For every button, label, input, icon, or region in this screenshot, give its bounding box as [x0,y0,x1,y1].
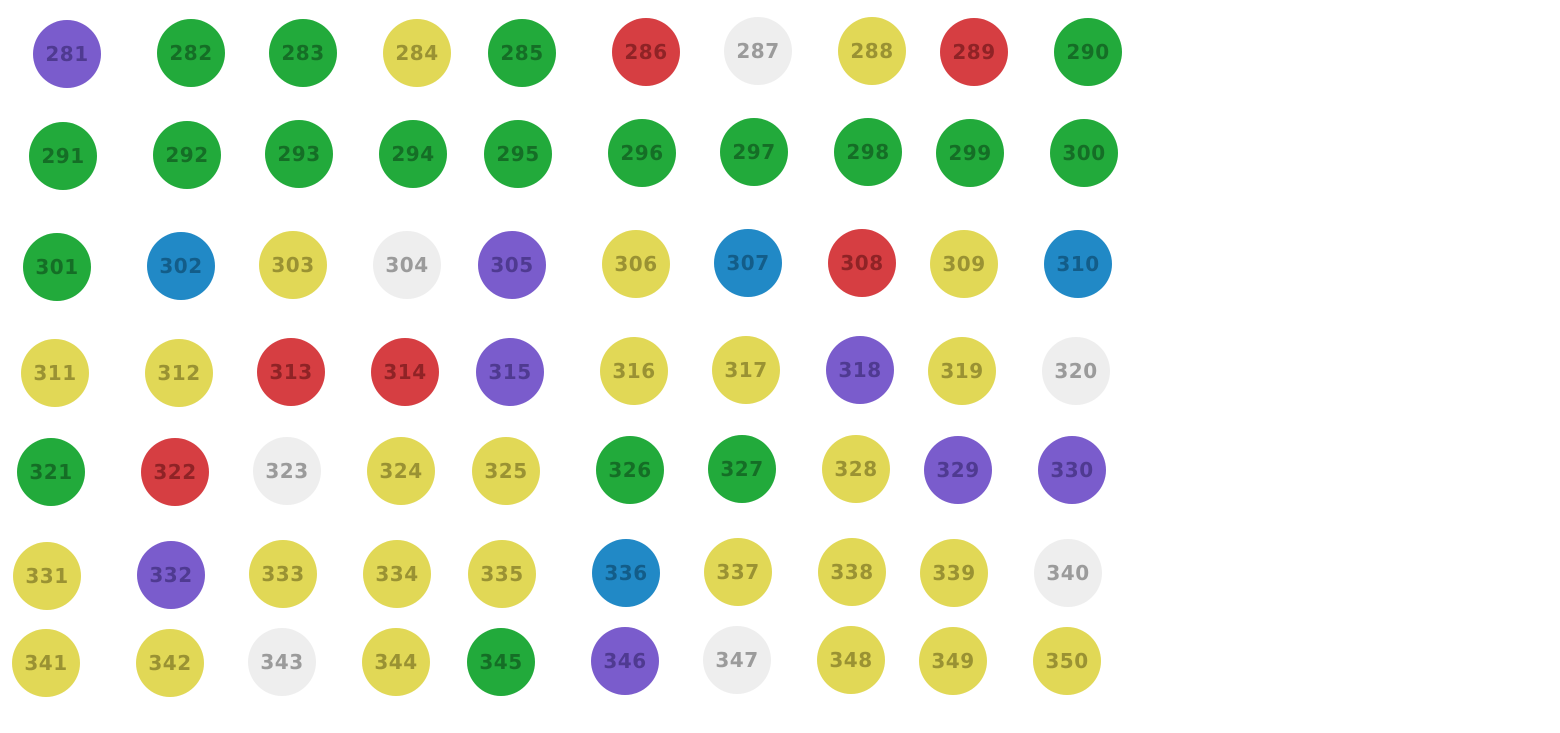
number-circle[interactable]: 290 [1054,18,1122,86]
number-circle[interactable]: 345 [467,628,535,696]
number-circle[interactable]: 307 [714,229,782,297]
number-circle[interactable]: 347 [703,626,771,694]
number-circle[interactable]: 297 [720,118,788,186]
number-circle[interactable]: 299 [936,119,1004,187]
number-circle[interactable]: 317 [712,336,780,404]
number-circle[interactable]: 349 [919,627,987,695]
number-circle[interactable]: 318 [826,336,894,404]
number-circle[interactable]: 319 [928,337,996,405]
number-circle[interactable]: 339 [920,539,988,607]
number-circle[interactable]: 336 [592,539,660,607]
number-circle[interactable]: 291 [29,122,97,190]
number-circle[interactable]: 333 [249,540,317,608]
number-circle[interactable]: 298 [834,118,902,186]
number-circle[interactable]: 340 [1034,539,1102,607]
number-circle[interactable]: 338 [818,538,886,606]
number-circle[interactable]: 341 [12,629,80,697]
number-circle[interactable]: 343 [248,628,316,696]
number-circle[interactable]: 314 [371,338,439,406]
number-circle[interactable]: 323 [253,437,321,505]
number-circle[interactable]: 284 [383,19,451,87]
number-circle[interactable]: 306 [602,230,670,298]
number-circle[interactable]: 328 [822,435,890,503]
number-circle[interactable]: 330 [1038,436,1106,504]
number-circle[interactable]: 289 [940,18,1008,86]
number-circle[interactable]: 286 [612,18,680,86]
number-circle[interactable]: 309 [930,230,998,298]
number-circle[interactable]: 326 [596,436,664,504]
number-circle[interactable]: 281 [33,20,101,88]
number-circle[interactable]: 285 [488,19,556,87]
number-circle[interactable]: 288 [838,17,906,85]
number-circle[interactable]: 334 [363,540,431,608]
number-circle[interactable]: 292 [153,121,221,189]
number-circle[interactable]: 296 [608,119,676,187]
number-circle[interactable]: 320 [1042,337,1110,405]
number-circle[interactable]: 350 [1033,627,1101,695]
number-circle[interactable]: 294 [379,120,447,188]
number-circle[interactable]: 335 [468,540,536,608]
number-circle[interactable]: 293 [265,120,333,188]
number-circle[interactable]: 305 [478,231,546,299]
number-circle[interactable]: 313 [257,338,325,406]
number-circle[interactable]: 295 [484,120,552,188]
number-circle[interactable]: 321 [17,438,85,506]
number-circle[interactable]: 348 [817,626,885,694]
number-circle[interactable]: 282 [157,19,225,87]
number-circle[interactable]: 346 [591,627,659,695]
number-circle[interactable]: 324 [367,437,435,505]
number-circle[interactable]: 283 [269,19,337,87]
number-circle[interactable]: 332 [137,541,205,609]
number-circle[interactable]: 331 [13,542,81,610]
number-circle[interactable]: 302 [147,232,215,300]
number-circle[interactable]: 310 [1044,230,1112,298]
number-circle[interactable]: 300 [1050,119,1118,187]
number-circle[interactable]: 301 [23,233,91,301]
number-circle[interactable]: 344 [362,628,430,696]
number-circle[interactable]: 325 [472,437,540,505]
number-circle[interactable]: 303 [259,231,327,299]
number-circle[interactable]: 316 [600,337,668,405]
number-circle[interactable]: 308 [828,229,896,297]
number-circle[interactable]: 311 [21,339,89,407]
number-circle[interactable]: 312 [145,339,213,407]
number-circle[interactable]: 327 [708,435,776,503]
number-circle[interactable]: 342 [136,629,204,697]
number-circle[interactable]: 315 [476,338,544,406]
number-circle[interactable]: 287 [724,17,792,85]
number-circle[interactable]: 304 [373,231,441,299]
number-circle[interactable]: 329 [924,436,992,504]
number-circle[interactable]: 322 [141,438,209,506]
number-circle[interactable]: 337 [704,538,772,606]
